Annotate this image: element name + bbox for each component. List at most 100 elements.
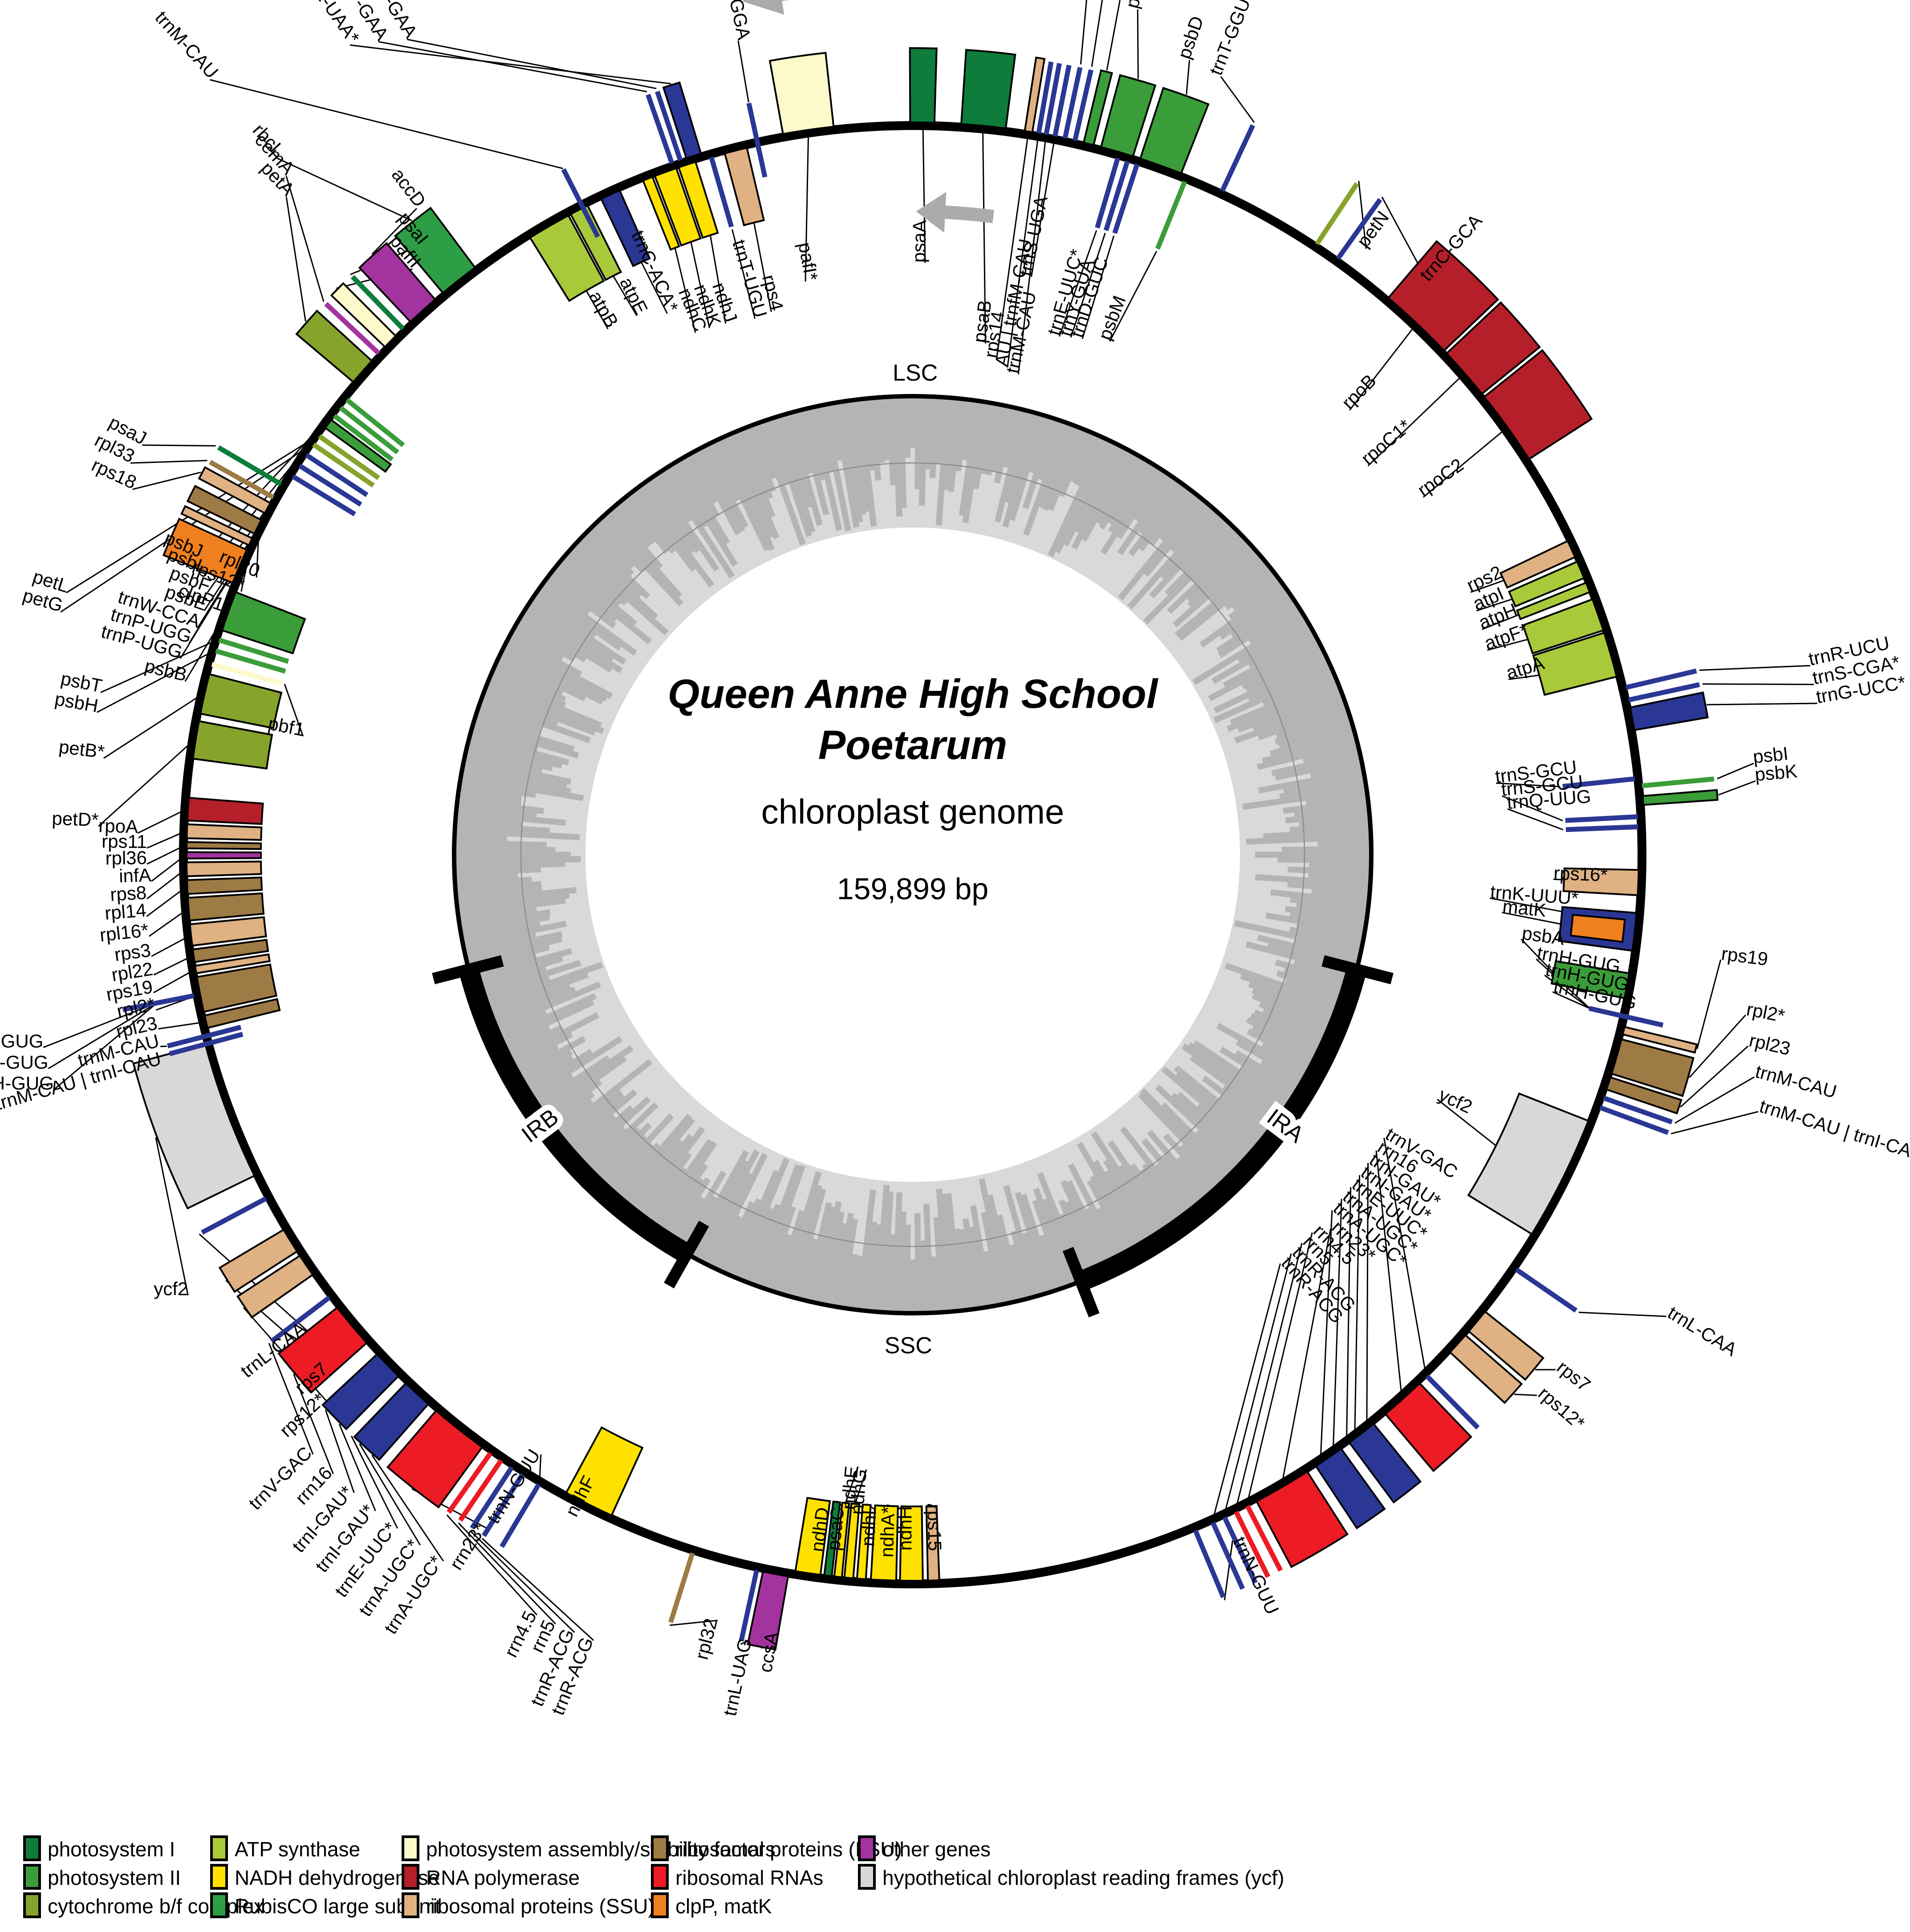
gene-label-rps16*: rps16* xyxy=(1553,862,1608,885)
gene-tick-trnP-UGG xyxy=(291,474,356,516)
gene-tick-trnS-GCU xyxy=(1562,776,1635,789)
gene-psbD xyxy=(1139,87,1210,175)
gene-tick-psbL xyxy=(339,406,399,455)
legend-swatch-lu xyxy=(651,1835,669,1861)
gene-tick-petL xyxy=(318,434,380,480)
gene-tick-trnS-CGA* xyxy=(1628,682,1700,702)
gene-blocks xyxy=(122,47,1719,1651)
gene-label-rpoC1*: rpoC1* xyxy=(1357,415,1415,469)
gene-rps18 xyxy=(198,466,272,515)
legend-label: photosystem I xyxy=(48,1838,175,1861)
leader-line xyxy=(407,39,657,89)
leader-line xyxy=(1091,0,1103,67)
leader-line xyxy=(103,693,204,759)
legend: photosystem I photosystem II cytochrome b/… xyxy=(23,1835,1284,1918)
gene-rbcL xyxy=(394,207,476,294)
gene-psbK xyxy=(1642,789,1719,806)
gene-tick-trnS-UGA xyxy=(1053,65,1072,137)
leader-line xyxy=(1320,1210,1333,1461)
leader-line xyxy=(1481,614,1518,630)
legend-label: photosystem II xyxy=(48,1866,181,1889)
gene-rpl16* xyxy=(187,892,265,921)
gene-rpl14 xyxy=(186,877,263,895)
leader-line xyxy=(146,844,186,865)
gene-rpl22 xyxy=(191,938,269,963)
leader-line xyxy=(1280,1229,1332,1486)
legend-label: ATP synthase xyxy=(235,1838,360,1861)
gene-rps12* xyxy=(236,1254,314,1319)
leader-line xyxy=(1717,763,1754,779)
leader-line xyxy=(1186,60,1191,95)
gene-trnG-UCC* xyxy=(1629,691,1709,731)
gene-rrn16 xyxy=(1384,1382,1472,1472)
gene-tick-trnE-UUC* xyxy=(1095,157,1120,229)
gene-label-infA: infA xyxy=(118,865,151,886)
gene-accD xyxy=(358,242,437,323)
gene-label-rpl2*: rpl2* xyxy=(1745,998,1787,1026)
leader-line xyxy=(1220,76,1255,123)
legend-swatch-su xyxy=(402,1892,419,1918)
leader-line xyxy=(378,41,647,93)
title-subtitle: chloroplast genome xyxy=(761,792,1065,831)
gene-ndhE xyxy=(833,1502,850,1579)
gene-ndhD xyxy=(794,1497,831,1576)
leader-line xyxy=(359,1443,421,1546)
gene-label-trnT-GGU: trnT-GGU xyxy=(1205,0,1255,78)
gene-label-rps3: rps3 xyxy=(113,939,152,965)
leader-line xyxy=(1223,1253,1292,1517)
legend-label: ribosomal RNAs xyxy=(675,1866,823,1889)
leader-line xyxy=(325,1409,355,1493)
leader-line xyxy=(158,1021,205,1030)
leader-line xyxy=(138,808,187,834)
gene-matK xyxy=(1569,913,1626,943)
leader-line xyxy=(1109,251,1158,342)
gene-label-atpB: atpB xyxy=(585,287,622,331)
gene-label-petD*: petD* xyxy=(52,808,99,830)
gene-tick-psbF xyxy=(333,414,394,462)
leader-line xyxy=(982,127,986,344)
gene-clpP1* xyxy=(162,518,248,584)
gene-tick-rrn4.5 xyxy=(1245,1505,1283,1572)
leader-line xyxy=(284,684,304,737)
legend-label: cytochrome b/f complex xyxy=(48,1895,264,1918)
leader-line xyxy=(285,175,325,302)
leader-line xyxy=(1553,878,1563,881)
gene-label-ycf2: ycf2 xyxy=(154,1279,188,1299)
leader-line xyxy=(731,229,756,319)
leader-line xyxy=(48,1002,158,1069)
gene-tick-trnT-GGU xyxy=(1220,124,1256,192)
gene-label-psbB: psbB xyxy=(143,655,189,686)
gene-label-rps19: rps19 xyxy=(1720,943,1769,970)
gc-content-ring xyxy=(454,396,1371,1313)
leader-line xyxy=(276,157,412,221)
leader-line xyxy=(293,1374,334,1474)
gene-rps2 xyxy=(1499,540,1577,589)
gene-tick-trnT-UGU xyxy=(709,156,734,228)
leader-line xyxy=(1211,1263,1281,1522)
gene-atpB xyxy=(528,214,605,302)
gene-rps3 xyxy=(189,916,267,947)
leader-line xyxy=(1375,1150,1403,1398)
leader-line xyxy=(1332,1198,1342,1453)
leader-line xyxy=(100,639,218,693)
gene-label-trnM-CAU | trnI-CAU: trnM-CAU | trnI-CAU xyxy=(1757,1096,1910,1165)
gene-rps7 xyxy=(1467,1310,1544,1381)
gene-rps16* xyxy=(1562,867,1640,897)
leader-line xyxy=(922,124,926,263)
gene-label-ndhI: ndhI xyxy=(857,1510,880,1547)
gene-label-rpl16*: rpl16* xyxy=(99,920,150,946)
gene-label-atpE: atpE xyxy=(616,274,652,317)
gene-trnI-GAU* xyxy=(321,1353,400,1431)
legend-swatch-p2 xyxy=(23,1864,41,1890)
gene-tick-trnW-CCA xyxy=(305,453,369,497)
legend-swatch-yc xyxy=(858,1864,876,1890)
title-line2: Poetarum xyxy=(818,722,1007,768)
gene-trnC-ACA* xyxy=(600,189,651,268)
gene-petB* xyxy=(199,673,283,729)
gene-trnA-UGC* xyxy=(1314,1447,1386,1530)
region-label-SSC: SSC xyxy=(885,1333,932,1359)
gene-pafI* xyxy=(768,52,835,135)
